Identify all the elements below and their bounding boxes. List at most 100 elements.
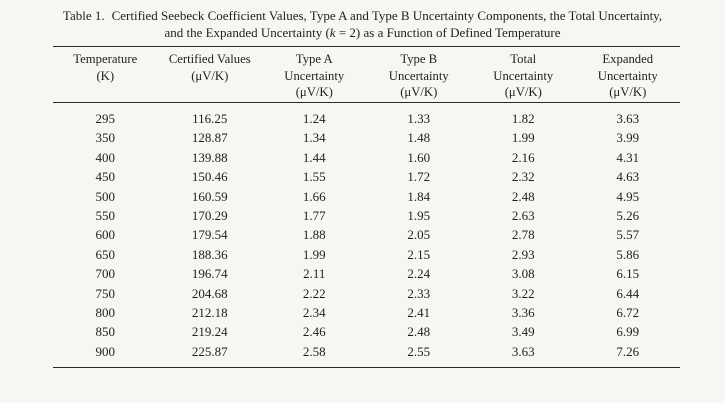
column-header-line: (μV/K) xyxy=(504,85,542,99)
table-row: 350 128.87 1.34 1.48 1.99 3.99 xyxy=(53,128,680,147)
table-cell: 1.55 xyxy=(302,169,326,185)
column-header-type-a-uncertainty: Type A Uncertainty (μV/K) xyxy=(262,46,367,103)
table-row: 700 196.74 2.11 2.24 3.08 6.15 xyxy=(53,264,680,283)
caption-line-2: and the Expanded Uncertainty (k = 2) as … xyxy=(0,25,725,42)
table-cell: 6.72 xyxy=(616,305,640,321)
table-row: 400 139.88 1.44 1.60 2.16 4.31 xyxy=(53,148,680,167)
column-header-line: Temperature xyxy=(73,52,138,66)
table-cell: 3.49 xyxy=(511,324,535,340)
column-header-line: Uncertainty xyxy=(493,68,554,83)
column-header-line: (μV/K) xyxy=(400,85,438,99)
table-cell: 196.74 xyxy=(191,266,228,282)
table-cell: 2.63 xyxy=(511,208,535,224)
column-header-line: (K) xyxy=(96,68,115,83)
table-cell: 2.46 xyxy=(302,324,326,340)
table-cell: 1.66 xyxy=(302,188,326,204)
table-cell: 1.60 xyxy=(407,149,431,165)
table-cell: 450 xyxy=(95,169,116,185)
table-cell: 2.48 xyxy=(407,324,431,340)
table-cell: 1.82 xyxy=(511,111,535,126)
table-cell: 1.99 xyxy=(302,246,326,262)
column-header-line: Uncertainty xyxy=(597,68,658,83)
table-cell: 2.93 xyxy=(511,246,535,262)
table-cell: 2.48 xyxy=(511,188,535,204)
table-cell: 1.34 xyxy=(302,130,326,146)
table-cell: 2.55 xyxy=(407,343,431,359)
table-cell: 4.95 xyxy=(616,188,640,204)
table-cell: 1.72 xyxy=(407,169,431,185)
table-cell: 3.99 xyxy=(616,130,640,146)
column-header-certified-values: Certified Values (μV/K) xyxy=(157,46,262,103)
table-cell: 2.15 xyxy=(407,246,431,262)
table-cell: 2.24 xyxy=(407,266,431,282)
table-cell: 5.26 xyxy=(616,208,640,224)
table-cell: 600 xyxy=(95,227,116,243)
seebeck-coefficient-table: Temperature (K) Certified Values (μV/K) Type… xyxy=(53,46,680,369)
table-cell: 1.44 xyxy=(302,149,326,165)
table-cell: 2.11 xyxy=(303,266,326,282)
table-cell: 2.32 xyxy=(511,169,535,185)
table-cell: 1.95 xyxy=(407,208,431,224)
column-header-line: Expanded xyxy=(602,52,654,66)
table-cell: 295 xyxy=(95,111,116,126)
table-cell: 212.18 xyxy=(191,305,228,321)
column-header-line: Type B xyxy=(400,52,438,66)
table-cell: 7.26 xyxy=(616,343,640,359)
table-head: Temperature (K) Certified Values (μV/K) Type… xyxy=(53,46,680,103)
table-cell: 3.63 xyxy=(511,343,535,359)
table-cell: 3.63 xyxy=(616,111,640,126)
caption-text-line2-suffix: = 2) as a Function of Defined Temperatur… xyxy=(335,24,561,40)
table-cell: 3.22 xyxy=(511,285,535,301)
table-row: 900 225.87 2.58 2.55 3.63 7.26 xyxy=(53,342,680,368)
table-cell: 150.46 xyxy=(191,169,228,185)
table-cell: 2.58 xyxy=(302,343,326,359)
table-cell: 6.99 xyxy=(616,324,640,340)
column-header-type-b-uncertainty: Type B Uncertainty (μV/K) xyxy=(366,46,471,103)
table-cell: 139.88 xyxy=(191,149,228,165)
table-cell: 1.77 xyxy=(302,208,326,224)
column-header-temperature: Temperature (K) xyxy=(53,46,158,103)
header-row: Temperature (K) Certified Values (μV/K) Type… xyxy=(53,46,680,103)
table-row: 750 204.68 2.22 2.33 3.22 6.44 xyxy=(53,284,680,303)
table-cell: 4.63 xyxy=(616,169,640,185)
table-cell: 1.84 xyxy=(407,188,431,204)
table-body: 295 116.25 1.24 1.33 1.82 3.63 350 128.87 1.34 1.… xyxy=(53,103,680,368)
table-cell: 2.16 xyxy=(511,149,535,165)
table-cell: 1.33 xyxy=(407,111,431,126)
caption-text-line1: Certified Seebeck Coefficient Values, Ty… xyxy=(111,8,663,23)
table-number: Table 1. xyxy=(62,8,105,23)
table-cell: 2.78 xyxy=(511,227,535,243)
caption-line-1: Table 1. Certified Seebeck Coefficient Va… xyxy=(0,8,725,25)
table-row: 600 179.54 1.88 2.05 2.78 5.57 xyxy=(53,225,680,244)
table-cell: 400 xyxy=(95,149,116,165)
table-cell: 5.57 xyxy=(616,227,640,243)
table-cell: 2.05 xyxy=(407,227,431,243)
column-header-line: (μV/K) xyxy=(191,68,229,83)
table-cell: 2.41 xyxy=(407,305,431,321)
table-cell: 204.68 xyxy=(191,285,228,301)
table-cell: 1.24 xyxy=(302,111,326,126)
table-cell: 2.33 xyxy=(407,285,431,301)
table-cell: 188.36 xyxy=(191,246,228,262)
table-cell: 1.99 xyxy=(511,130,535,146)
table-row: 450 150.46 1.55 1.72 2.32 4.63 xyxy=(53,167,680,186)
column-header-line: Type A xyxy=(295,52,333,66)
table-cell: 900 xyxy=(95,343,116,359)
table-cell: 6.44 xyxy=(616,285,640,301)
column-header-line: (μV/K) xyxy=(295,85,333,99)
table-cell: 160.59 xyxy=(191,188,228,204)
table-cell: 700 xyxy=(95,266,116,282)
table-cell: 4.31 xyxy=(616,149,640,165)
caption-text-line2-prefix: and the Expanded Uncertainty ( xyxy=(164,24,330,40)
column-header-line: Uncertainty xyxy=(284,68,345,83)
column-header-line: Certified Values xyxy=(168,52,251,66)
table-cell: 350 xyxy=(95,130,116,146)
table-cell: 850 xyxy=(95,324,116,340)
table-cell: 170.29 xyxy=(191,208,228,224)
column-header-line: (μV/K) xyxy=(609,85,647,99)
column-header-expanded-uncertainty: Expanded Uncertainty (μV/K) xyxy=(575,46,680,103)
table-row: 650 188.36 1.99 2.15 2.93 5.86 xyxy=(53,245,680,264)
table-cell: 179.54 xyxy=(191,227,228,243)
table-row: 500 160.59 1.66 1.84 2.48 4.95 xyxy=(53,187,680,206)
table-cell: 2.34 xyxy=(302,305,326,321)
